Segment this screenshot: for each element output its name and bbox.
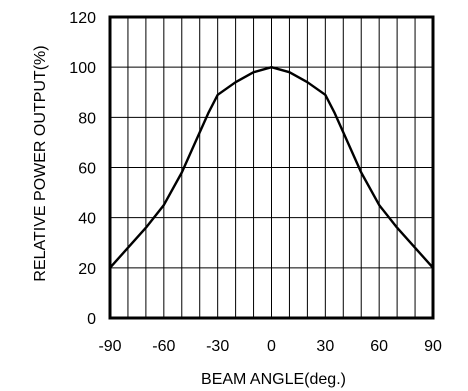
series-layer [109,66,434,269]
x-tick-label: 90 [424,338,442,355]
x-tick-label: 60 [370,338,388,355]
x-tick-label: -30 [206,338,229,355]
y-tick-label: 120 [69,10,96,27]
x-tick-label: -60 [152,338,175,355]
y-tick-label: 0 [87,311,96,328]
x-tick-label: 30 [316,338,334,355]
y-tick-label: 100 [69,60,96,77]
x-tick-label: 0 [267,338,276,355]
series-line-1 [109,66,434,269]
grid [110,17,433,318]
y-tick-label: 20 [78,261,96,278]
plot-frame [108,15,435,320]
tick-labels: -90 -60 -30 0 30 60 90 0 20 40 60 80 100 120 [69,10,442,355]
y-tick-label: 60 [78,161,96,178]
x-tick-label: -90 [98,338,121,355]
x-axis-title: BEAM ANGLE(deg.) [201,371,346,388]
y-axis-title: RELATIVE POWER OUTPUT(%) [32,45,49,281]
y-tick-label: 40 [78,211,96,228]
y-tick-label: 80 [78,110,96,127]
